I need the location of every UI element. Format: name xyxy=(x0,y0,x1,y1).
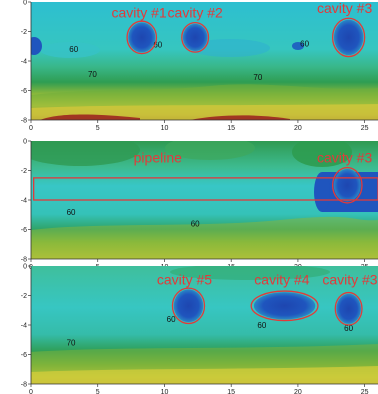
cavity-core xyxy=(128,22,156,53)
y-tick-label: 0 xyxy=(23,264,27,271)
y-tick-label: -4 xyxy=(21,323,27,330)
panel-bottom-band xyxy=(31,366,378,384)
panel-top: 60 60 60 70 70 cavity #1 cavity #2 cavity #3 0… xyxy=(21,0,378,132)
panel-top-cavities xyxy=(128,19,364,56)
y-tick-label: -8 xyxy=(21,257,27,264)
y-tick-label: -6 xyxy=(21,352,27,359)
annotation-ellipse xyxy=(126,20,158,55)
y-tick-label: 0 xyxy=(23,139,27,146)
annotation-ellipse xyxy=(181,22,210,53)
contour-label: 60 xyxy=(191,220,200,229)
x-tick-label: 5 xyxy=(96,389,100,394)
annotation-rect xyxy=(33,177,378,201)
cavity-core xyxy=(173,289,204,323)
contour-label: 60 xyxy=(257,321,266,330)
panel-middle-blob xyxy=(292,141,352,167)
panel-middle-blob xyxy=(314,172,330,212)
panel-bottom-cavities xyxy=(173,289,361,324)
annotation-ellipse xyxy=(331,17,366,58)
y-tick-label: -4 xyxy=(21,59,27,66)
panel-top-labels: 60 60 60 70 70 xyxy=(69,39,309,82)
y-tick-label: -2 xyxy=(21,29,27,36)
contour-label: 70 xyxy=(67,339,76,348)
x-tick-label: 25 xyxy=(361,125,369,132)
annotation-ellipse xyxy=(250,290,319,322)
contour-label: 60 xyxy=(300,39,309,48)
annotation-label: cavity #1 xyxy=(111,5,166,21)
contour-label: 60 xyxy=(69,45,78,54)
contour-label: 60 xyxy=(167,315,176,324)
cavity-core xyxy=(333,168,361,202)
x-tick-label: 15 xyxy=(227,389,235,394)
panel-middle-cavities xyxy=(333,168,361,202)
annotation-label: cavity #3 xyxy=(322,271,377,287)
contour-label: 60 xyxy=(153,41,162,50)
cavity-core xyxy=(182,23,208,51)
y-tick-label: -8 xyxy=(21,118,27,125)
annotation-label: cavity #4 xyxy=(254,271,309,287)
panel-bottom-blob xyxy=(170,266,330,280)
cavity-core xyxy=(333,19,364,56)
panel-top-blob xyxy=(31,37,42,55)
x-tick-label: 20 xyxy=(294,125,302,132)
cavity-core xyxy=(253,292,316,320)
panel-middle-blob xyxy=(165,141,255,160)
annotation-label: cavity #5 xyxy=(157,271,212,287)
contour-label: 70 xyxy=(253,73,262,82)
contour-label: 60 xyxy=(344,324,353,333)
y-tick-label: -8 xyxy=(21,382,27,389)
x-tick-label: 15 xyxy=(227,125,235,132)
contour-label: 60 xyxy=(67,208,76,217)
panel-bottom-labels: 60 60 60 70 xyxy=(67,315,354,348)
annotation-label: cavity #3 xyxy=(317,149,372,165)
annotation-label: pipeline xyxy=(134,149,182,165)
panel-bottom: 60 60 60 70 cavity #5 cavity #4 cavity #3 0 5 1… xyxy=(21,264,378,394)
x-tick-label: 5 xyxy=(96,125,100,132)
y-tick-label: -6 xyxy=(21,227,27,234)
panel-middle-annotations: pipeline cavity #3 xyxy=(33,149,378,204)
y-tick-label: -6 xyxy=(21,88,27,95)
panel-top-band xyxy=(40,114,140,120)
panel-top-annotations: cavity #1 cavity #2 cavity #3 xyxy=(111,0,372,58)
panel-top-blob xyxy=(40,42,100,58)
panel-bottom-axes: 0 5 10 15 20 25 0 -2 -4 -6 -8 xyxy=(21,264,378,394)
x-tick-label: 20 xyxy=(294,389,302,394)
panel-top-band xyxy=(31,104,378,120)
y-tick-label: -2 xyxy=(21,293,27,300)
annotation-ellipse xyxy=(171,287,206,325)
annotation-label: cavity #3 xyxy=(317,0,372,16)
panel-middle-labels: 60 60 xyxy=(67,208,201,229)
x-tick-label: 0 xyxy=(29,389,33,394)
panel-middle-blob xyxy=(31,141,140,166)
annotation-ellipse xyxy=(331,166,363,204)
y-tick-label: -4 xyxy=(21,198,27,205)
cavity-core xyxy=(336,293,361,324)
panel-top-blob xyxy=(190,39,270,57)
panel-top-axes: 0 5 10 15 20 25 0 -2 -4 -6 -8 xyxy=(21,0,378,132)
y-tick-label: -2 xyxy=(21,168,27,175)
annotation-label: cavity #2 xyxy=(168,5,223,21)
contour-label: 70 xyxy=(88,70,97,79)
panel-bottom-annotations: cavity #5 cavity #4 cavity #3 xyxy=(157,271,378,326)
panel-top-blob xyxy=(292,42,304,50)
x-tick-label: 10 xyxy=(161,125,169,132)
x-tick-label: 10 xyxy=(161,389,169,394)
annotation-ellipse xyxy=(334,291,363,326)
y-tick-label: 0 xyxy=(23,0,27,7)
x-tick-label: 25 xyxy=(361,389,369,394)
panel-top-band xyxy=(190,115,290,120)
x-tick-label: 0 xyxy=(29,125,33,132)
panel-middle-band xyxy=(31,216,378,259)
